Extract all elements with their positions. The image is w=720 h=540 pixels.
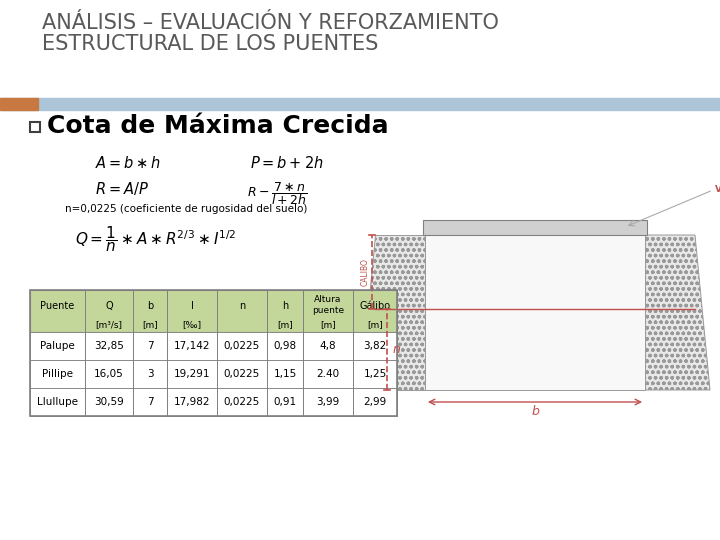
Bar [30, 360, 397, 388]
Bar [0, 98, 720, 110]
Text: Cota de Máxima Crecida: Cota de Máxima Crecida [47, 114, 389, 138]
Text: $R = A/P$: $R = A/P$ [95, 180, 149, 197]
Text: [m³/s]: [m³/s] [96, 321, 122, 329]
Text: Llullupe: Llullupe [37, 397, 78, 407]
Text: 16,05: 16,05 [94, 369, 124, 379]
Text: 2,99: 2,99 [364, 397, 387, 407]
Text: Pillipe: Pillipe [42, 369, 73, 379]
Text: 3,82: 3,82 [364, 341, 387, 351]
Text: $R - \dfrac{7 \ast n}{l + 2h}$: $R - \dfrac{7 \ast n}{l + 2h}$ [247, 180, 307, 207]
Text: Altura
puente: Altura puente [312, 295, 344, 315]
Bar [0, 98, 38, 110]
Bar [30, 290, 397, 332]
Text: 1,25: 1,25 [364, 369, 387, 379]
Text: n: n [239, 301, 245, 311]
Bar [30, 388, 397, 416]
Text: [m]: [m] [277, 321, 293, 329]
Text: CALIBO: CALIBO [361, 258, 369, 286]
Text: 0,0225: 0,0225 [224, 369, 260, 379]
Text: n=0,0225 (coeficiente de rugosidad del suelo): n=0,0225 (coeficiente de rugosidad del s… [65, 204, 307, 214]
Text: h: h [282, 301, 288, 311]
Bar [423, 220, 647, 235]
Text: 0,98: 0,98 [274, 341, 297, 351]
Polygon shape [645, 235, 710, 390]
Text: [‰]: [‰] [182, 321, 202, 329]
Text: $Q = \dfrac{1}{n} \ast A \ast R^{2/3} \ast I^{1/2}$: $Q = \dfrac{1}{n} \ast A \ast R^{2/3} \a… [75, 224, 237, 254]
Text: VIGA PUENTE: VIGA PUENTE [715, 186, 720, 194]
Text: 32,85: 32,85 [94, 341, 124, 351]
Text: [m]: [m] [320, 321, 336, 329]
Text: 17,982: 17,982 [174, 397, 210, 407]
Text: 0,0225: 0,0225 [224, 341, 260, 351]
Text: n: n [393, 343, 401, 356]
Text: ESTRUCTURAL DE LOS PUENTES: ESTRUCTURAL DE LOS PUENTES [42, 34, 379, 54]
Text: Q: Q [105, 301, 113, 311]
Text: Gálibo: Gálibo [359, 301, 390, 311]
Text: Palupe: Palupe [40, 341, 75, 351]
Text: 4,8: 4,8 [320, 341, 336, 351]
Text: b: b [147, 301, 153, 311]
Bar [425, 235, 645, 390]
Polygon shape [360, 235, 425, 390]
Text: 19,291: 19,291 [174, 369, 210, 379]
Text: 0,91: 0,91 [274, 397, 297, 407]
Bar [30, 290, 397, 416]
Text: b: b [531, 405, 539, 418]
Text: $P = b + 2h$: $P = b + 2h$ [250, 155, 323, 171]
Text: Puente: Puente [40, 301, 75, 311]
Text: 2.40: 2.40 [316, 369, 340, 379]
Text: 3,99: 3,99 [316, 397, 340, 407]
Text: 3: 3 [147, 369, 153, 379]
Bar [30, 122, 40, 132]
Text: I: I [191, 301, 194, 311]
Bar [30, 332, 397, 360]
Text: 7: 7 [147, 397, 153, 407]
Text: $A = b \ast h$: $A = b \ast h$ [95, 155, 161, 171]
Text: 7: 7 [147, 341, 153, 351]
Text: [m]: [m] [367, 321, 383, 329]
Text: ANÁLISIS – EVALUACIÓN Y REFORZAMIENTO: ANÁLISIS – EVALUACIÓN Y REFORZAMIENTO [42, 13, 499, 33]
Text: 0,0225: 0,0225 [224, 397, 260, 407]
Bar [425, 309, 645, 390]
Text: 17,142: 17,142 [174, 341, 210, 351]
Text: 30,59: 30,59 [94, 397, 124, 407]
Text: 1,15: 1,15 [274, 369, 297, 379]
Text: [m]: [m] [142, 321, 158, 329]
